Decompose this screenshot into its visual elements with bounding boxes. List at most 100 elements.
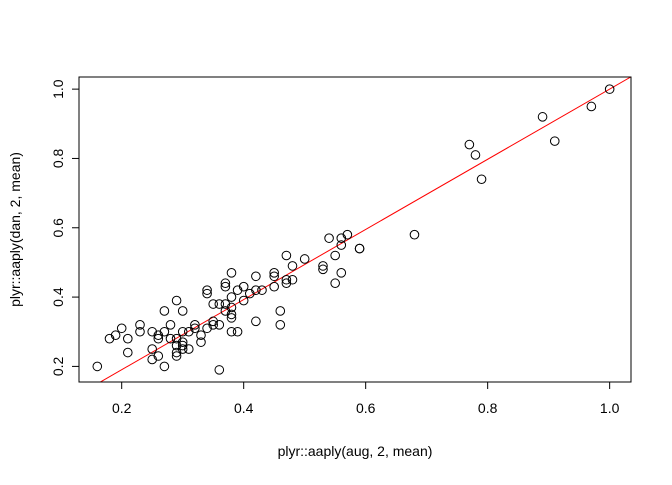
data-point (177, 337, 188, 347)
data-point (336, 240, 347, 250)
data-point (171, 295, 182, 306)
data-point (171, 333, 182, 344)
points-layer (92, 84, 615, 375)
data-point (159, 361, 170, 372)
data-point (122, 347, 133, 358)
data-point (147, 354, 157, 365)
data-point (159, 326, 170, 337)
data-point (330, 278, 340, 289)
data-point (190, 323, 200, 334)
data-point (116, 323, 127, 334)
data-point (275, 306, 286, 316)
data-point (147, 344, 157, 354)
data-point (196, 337, 206, 347)
data-point (287, 261, 298, 271)
data-point (153, 330, 164, 341)
data-point (214, 320, 225, 330)
data-point (220, 299, 231, 309)
data-point (251, 285, 261, 295)
data-point (330, 250, 340, 261)
data-point (476, 174, 487, 185)
data-point (226, 292, 237, 302)
data-point (183, 326, 194, 337)
data-point (214, 365, 225, 375)
data-point (153, 333, 164, 344)
data-point (238, 281, 249, 292)
data-point (226, 326, 237, 337)
data-point (171, 347, 182, 358)
y-axis: 0.2 0.4 0.6 0.8 1.0 (50, 79, 80, 376)
data-point (226, 309, 237, 320)
data-point (269, 281, 279, 292)
data-point (251, 316, 261, 327)
data-point (342, 229, 353, 240)
data-point (226, 268, 237, 278)
data-point (354, 243, 365, 254)
x-tick-label: 0.2 (112, 400, 132, 416)
data-point (171, 340, 182, 351)
data-point (202, 323, 212, 334)
data-point (135, 320, 145, 330)
data-point (299, 254, 310, 264)
data-point (281, 274, 292, 285)
data-point (171, 351, 182, 361)
data-point (251, 271, 261, 282)
data-point (220, 281, 231, 292)
x-tick-label: 0.6 (356, 400, 376, 416)
x-tick-label: 1.0 (600, 400, 620, 416)
data-point (177, 326, 188, 337)
data-point (257, 285, 267, 295)
data-point (122, 333, 133, 344)
y-tick-label: 0.2 (50, 356, 66, 376)
data-point (586, 101, 597, 112)
data-point (177, 340, 188, 351)
y-tick-label: 0.4 (50, 287, 66, 307)
data-point (202, 285, 212, 295)
data-point (232, 326, 243, 337)
data-point (232, 285, 243, 295)
data-point (104, 333, 115, 344)
y-tick-label: 0.8 (50, 149, 66, 169)
data-point (220, 278, 231, 289)
data-point (208, 320, 218, 330)
data-point (336, 268, 347, 278)
x-tick-label: 0.4 (234, 400, 254, 416)
data-point (196, 330, 206, 341)
data-point (165, 333, 176, 344)
data-point (238, 295, 249, 306)
data-point (281, 250, 292, 261)
data-point (269, 271, 279, 282)
data-point (318, 264, 328, 275)
data-point (92, 361, 103, 372)
data-point (275, 320, 286, 330)
data-point (208, 316, 218, 327)
data-point (153, 351, 164, 361)
data-point (409, 229, 420, 240)
data-point (226, 313, 237, 323)
data-point (183, 344, 194, 354)
data-point (110, 330, 121, 341)
data-point (208, 299, 218, 309)
x-axis-label: plyr::aaply(aug, 2, mean) (278, 443, 433, 459)
data-point (604, 84, 615, 94)
data-point (318, 261, 328, 271)
y-tick-label: 1.0 (50, 79, 66, 99)
data-point (464, 139, 475, 150)
data-point (220, 306, 231, 316)
data-point (537, 112, 548, 122)
data-point (549, 136, 560, 146)
y-axis-label: plyr::aaply(dan, 2, mean) (7, 152, 23, 307)
data-point (470, 150, 481, 160)
data-point (269, 268, 279, 278)
data-point (287, 274, 298, 285)
y-tick-label: 0.6 (50, 218, 66, 238)
data-point (165, 320, 176, 330)
data-point (159, 306, 170, 316)
data-point (135, 326, 145, 337)
x-axis: 0.2 0.4 0.6 0.8 1.0 (112, 381, 620, 416)
x-tick-label: 0.8 (478, 400, 498, 416)
data-point (147, 326, 157, 337)
data-point (202, 288, 212, 299)
